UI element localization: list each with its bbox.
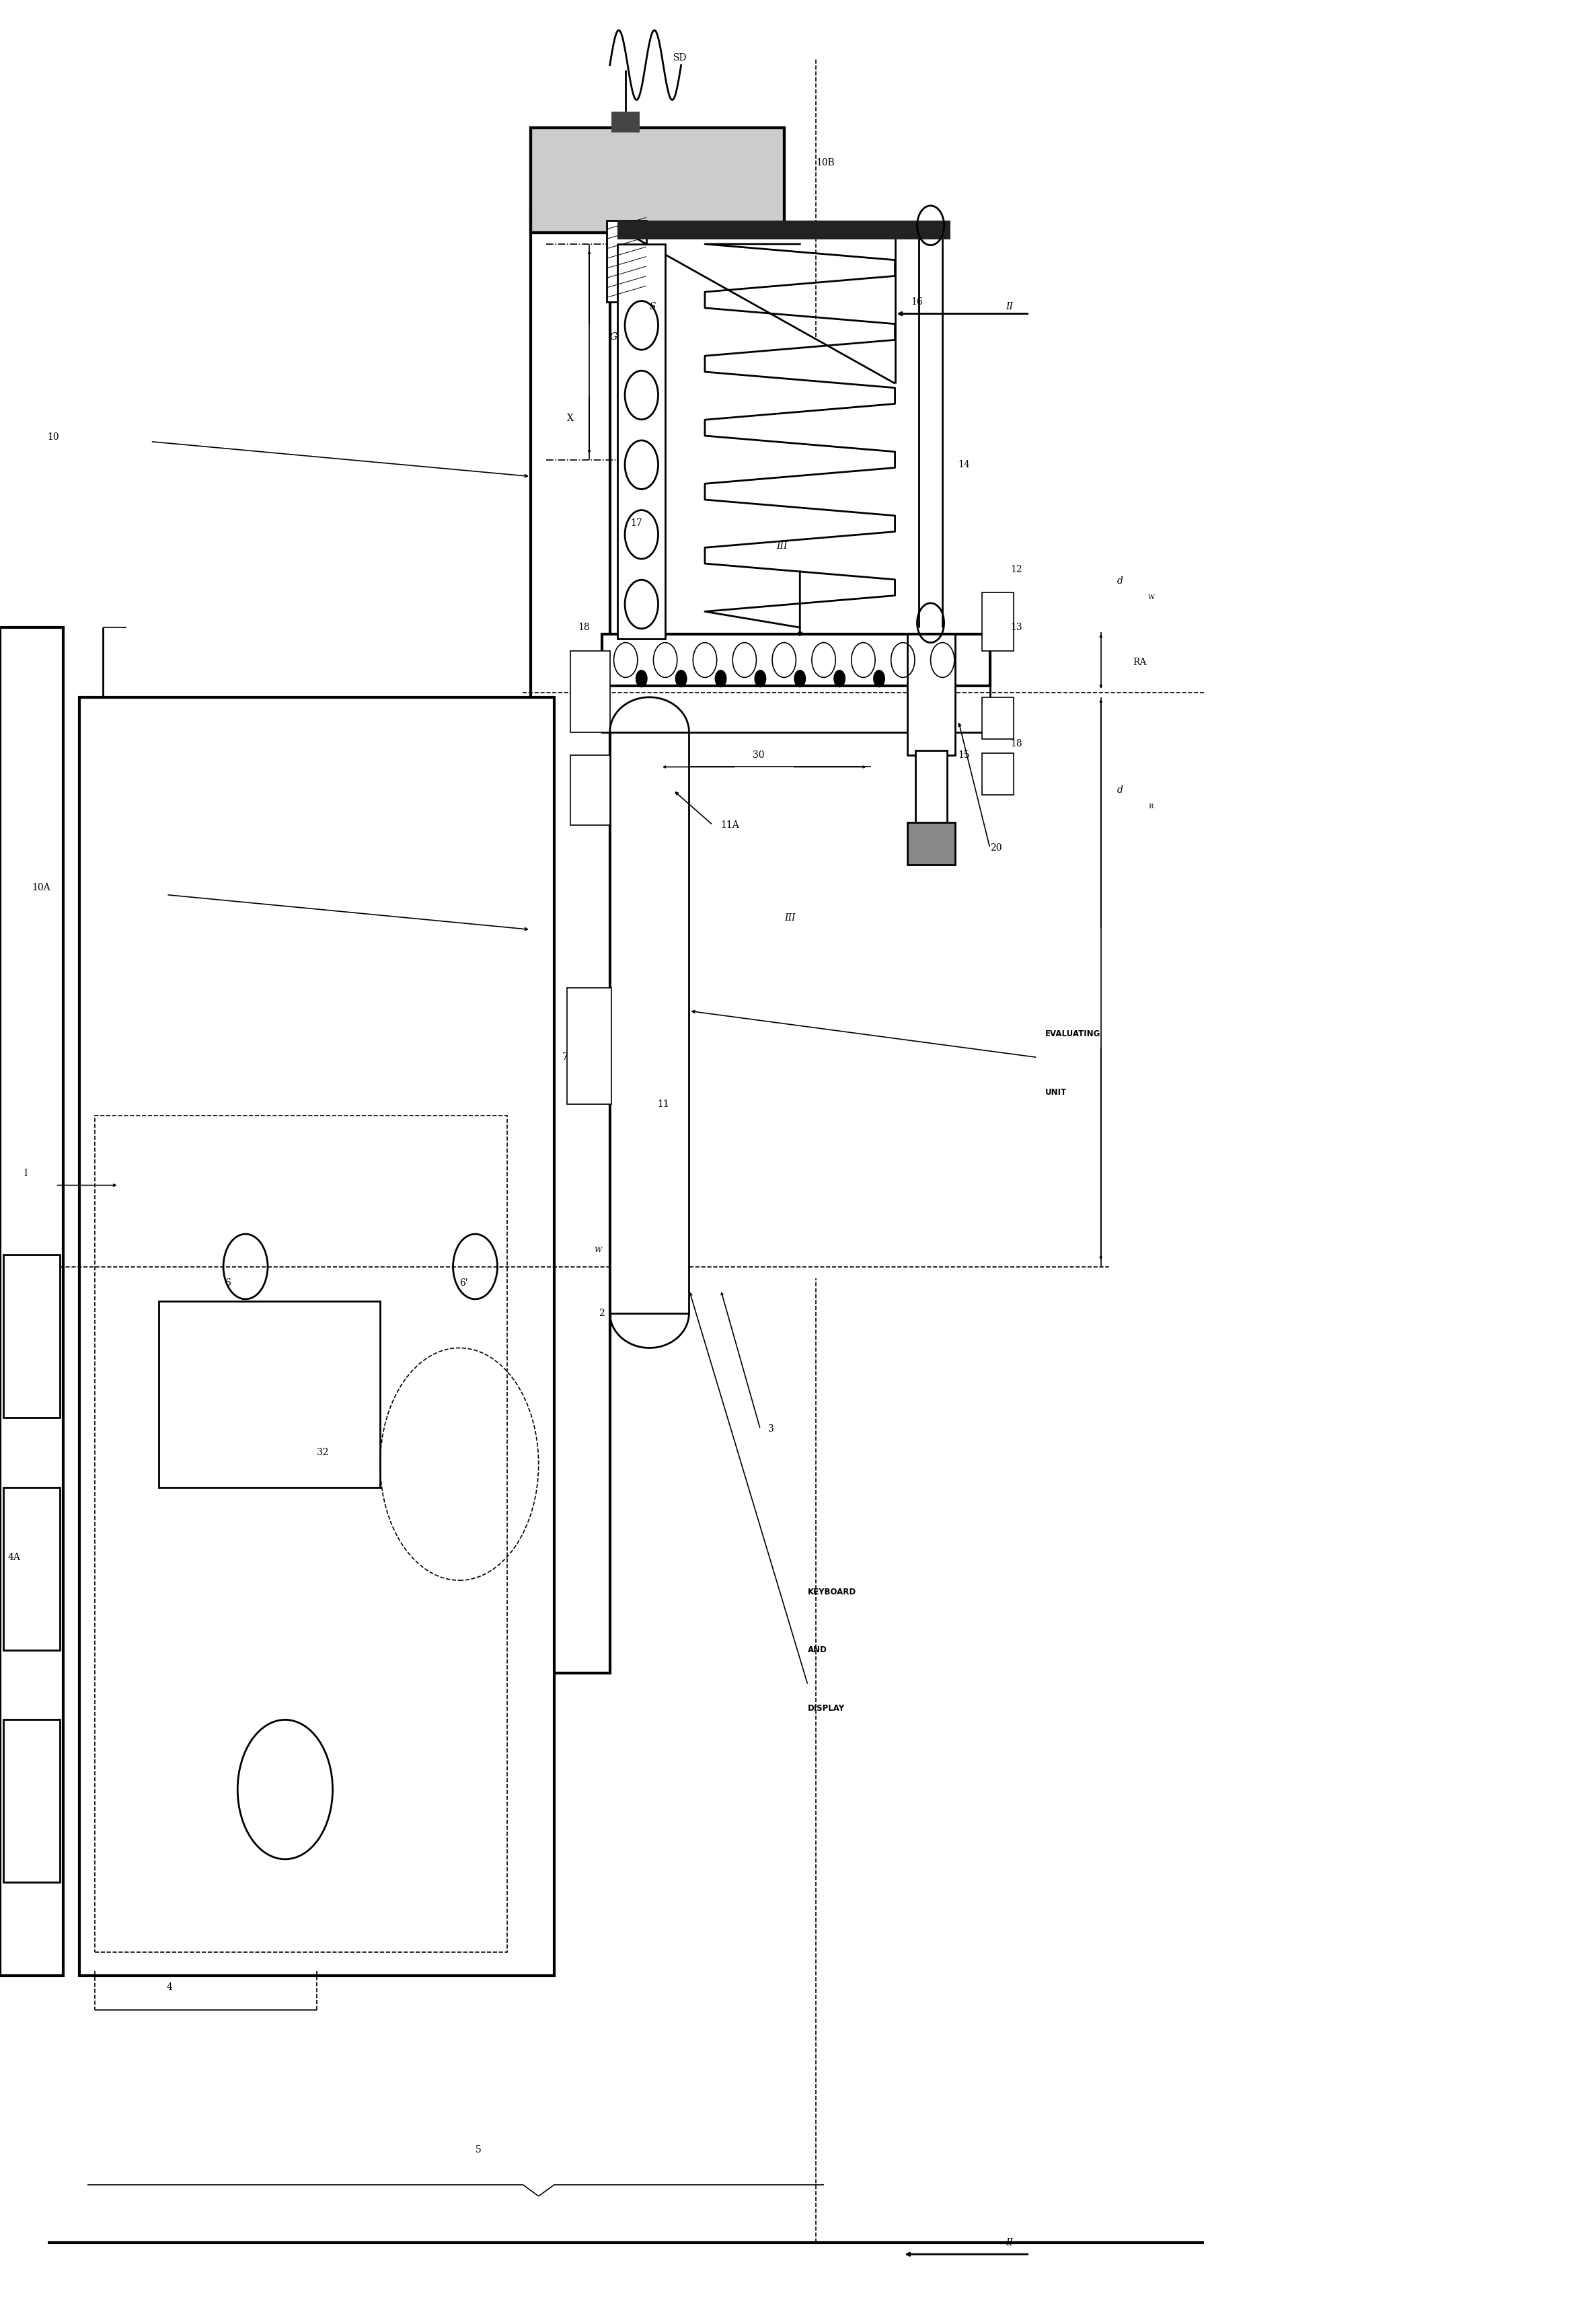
- Text: 20: 20: [990, 844, 1001, 853]
- Text: RA: RA: [1133, 658, 1147, 667]
- Text: 12: 12: [1011, 565, 1022, 574]
- Text: d: d: [1117, 786, 1123, 795]
- Text: SD: SD: [673, 53, 687, 63]
- Text: S: S: [649, 302, 656, 311]
- Bar: [158, 1301, 380, 1487]
- Text: X: X: [567, 414, 573, 423]
- Bar: [607, 221, 646, 302]
- Bar: [3, 1720, 60, 1882]
- Bar: [570, 755, 610, 825]
- Text: III: III: [784, 913, 795, 923]
- Text: 16: 16: [911, 297, 922, 307]
- Circle shape: [833, 669, 846, 688]
- Bar: [602, 634, 990, 686]
- Bar: [567, 988, 611, 1104]
- Bar: [611, 112, 640, 132]
- Bar: [3, 1255, 60, 1418]
- Circle shape: [714, 669, 727, 688]
- Bar: [0, 627, 63, 1975]
- Text: 11: 11: [657, 1099, 670, 1109]
- Text: 13: 13: [1011, 623, 1022, 632]
- Text: 4A: 4A: [8, 1552, 21, 1562]
- Text: AND: AND: [808, 1645, 827, 1655]
- Bar: [982, 593, 1014, 651]
- Text: 6: 6: [225, 1278, 231, 1287]
- Text: 14: 14: [958, 460, 971, 469]
- Bar: [982, 753, 1014, 795]
- Text: II: II: [1006, 2238, 1014, 2247]
- Text: G: G: [610, 332, 618, 342]
- Circle shape: [675, 669, 687, 688]
- Circle shape: [635, 669, 648, 688]
- Text: 2: 2: [599, 1308, 605, 1318]
- Text: III: III: [776, 541, 787, 551]
- Text: II: II: [1006, 302, 1014, 311]
- Bar: [531, 209, 610, 1673]
- Text: UNIT: UNIT: [1045, 1088, 1068, 1097]
- Text: 18: 18: [1011, 739, 1022, 748]
- Bar: [531, 128, 784, 232]
- Text: KEYBOARD: KEYBOARD: [808, 1587, 857, 1597]
- Text: 6': 6': [459, 1278, 467, 1287]
- Text: 32: 32: [317, 1448, 328, 1457]
- Text: 3: 3: [768, 1425, 775, 1434]
- Bar: [79, 697, 554, 1975]
- Bar: [610, 732, 689, 1313]
- Text: R: R: [1148, 804, 1153, 809]
- Text: d: d: [1117, 576, 1123, 586]
- Bar: [3, 1487, 60, 1650]
- Text: W: W: [594, 1248, 602, 1253]
- Bar: [531, 128, 784, 232]
- Text: 10: 10: [48, 432, 59, 442]
- Text: 4: 4: [166, 1982, 173, 1992]
- Bar: [618, 221, 950, 239]
- Text: 5: 5: [475, 2145, 482, 2154]
- Text: 30: 30: [752, 751, 763, 760]
- Bar: [916, 751, 947, 825]
- Text: 15: 15: [958, 751, 969, 760]
- Text: 7: 7: [562, 1053, 569, 1062]
- Text: 18: 18: [578, 623, 589, 632]
- Text: W: W: [1148, 595, 1155, 600]
- Bar: [982, 697, 1014, 739]
- Text: 10B: 10B: [816, 158, 835, 167]
- Text: DISPLAY: DISPLAY: [808, 1703, 844, 1713]
- Bar: [618, 244, 665, 639]
- Text: I: I: [24, 1169, 27, 1178]
- Bar: [570, 651, 610, 732]
- Circle shape: [754, 669, 767, 688]
- Text: 10A: 10A: [32, 883, 51, 892]
- Text: EVALUATING: EVALUATING: [1045, 1030, 1101, 1039]
- Bar: [95, 1116, 507, 1952]
- Bar: [602, 686, 990, 732]
- Text: 11A: 11A: [721, 820, 740, 830]
- Circle shape: [873, 669, 885, 688]
- Bar: [908, 823, 955, 865]
- Text: 17: 17: [630, 518, 643, 528]
- Bar: [908, 634, 955, 755]
- Circle shape: [794, 669, 806, 688]
